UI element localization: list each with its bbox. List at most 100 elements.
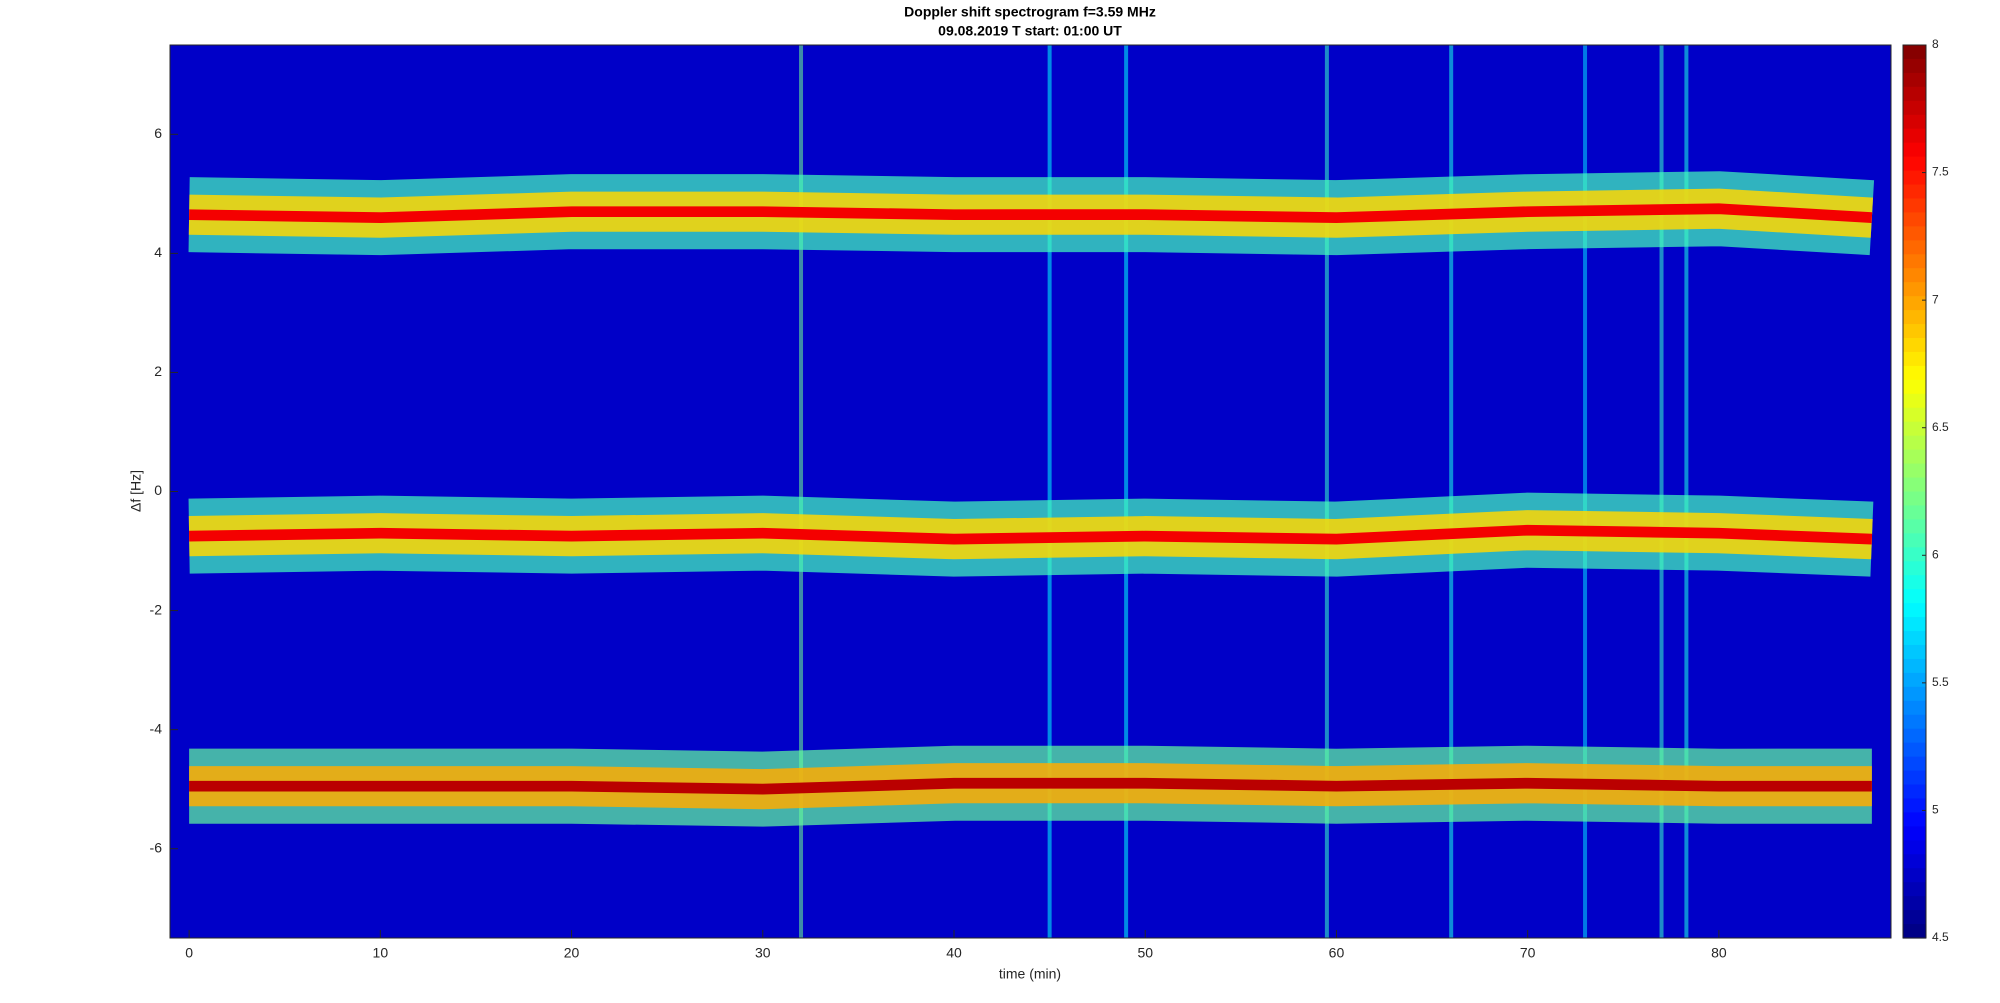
colorbar-tick-label: 6.5: [1932, 420, 1949, 434]
colorbar-segment: [1903, 449, 1926, 465]
chart-title: Doppler shift spectrogram f=3.59 MHz: [904, 4, 1156, 20]
colorbar-segment: [1903, 324, 1926, 339]
colorbar-segment: [1903, 198, 1926, 214]
colorbar-segment: [1903, 882, 1926, 897]
chart-subtitle: 09.08.2019 T start: 01:00 UT: [938, 23, 1122, 39]
colorbar-tick-label: 6: [1932, 547, 1939, 561]
x-tick-label: 60: [1329, 945, 1345, 961]
colorbar-segment: [1903, 142, 1926, 158]
colorbar-segment: [1903, 100, 1926, 116]
colorbar-segment: [1903, 128, 1926, 144]
y-tick-label: 6: [154, 125, 162, 141]
colorbar-segment: [1903, 617, 1926, 632]
y-tick-label: -2: [150, 601, 163, 617]
y-tick-label: 0: [154, 482, 162, 498]
colorbar-segment: [1903, 756, 1926, 772]
colorbar-segment: [1903, 338, 1926, 353]
colorbar-segment: [1903, 58, 1926, 74]
colorbar-segment: [1903, 212, 1926, 227]
colorbar-segment: [1903, 393, 1926, 409]
trace: [189, 203, 1873, 224]
colorbar-segment: [1903, 407, 1926, 423]
colorbar-segment: [1903, 505, 1926, 521]
colorbar-segment: [1903, 840, 1926, 855]
colorbar-segment: [1903, 686, 1926, 702]
streak: [1047, 45, 1052, 938]
colorbar-segment: [1903, 463, 1926, 479]
colorbar-segment: [1903, 812, 1926, 827]
colorbar-segment: [1903, 268, 1926, 283]
colorbar-tick-label: 5.5: [1932, 675, 1949, 689]
y-tick-label: 2: [154, 363, 162, 379]
colorbar-segment: [1903, 254, 1926, 269]
colorbar-segment: [1903, 896, 1926, 911]
colorbar-segment: [1903, 72, 1926, 88]
x-axis-label: time (min): [999, 966, 1061, 982]
colorbar-segment: [1903, 784, 1926, 800]
x-tick-label: 40: [946, 945, 962, 961]
streak: [1659, 45, 1664, 938]
colorbar-segment: [1903, 575, 1926, 590]
colorbar-segment: [1903, 589, 1926, 604]
colorbar-segment: [1903, 868, 1926, 883]
colorbar-segment: [1903, 658, 1926, 674]
colorbar-segment: [1903, 296, 1926, 311]
y-axis-label: Δf [Hz]: [128, 470, 144, 512]
colorbar-tick-label: 7.5: [1932, 165, 1949, 179]
colorbar-segment: [1903, 631, 1926, 646]
trace: [189, 777, 1872, 795]
colorbar-segment: [1903, 924, 1926, 939]
colorbar-segment: [1903, 533, 1926, 548]
colorbar-segment: [1903, 519, 1926, 534]
colorbar-segment: [1903, 798, 1926, 814]
colorbar-segment: [1903, 826, 1926, 841]
colorbar-segment: [1903, 282, 1926, 297]
x-tick-label: 80: [1711, 945, 1727, 961]
colorbar-segment: [1903, 379, 1926, 395]
x-tick-label: 20: [564, 945, 580, 961]
colorbar-segment: [1903, 365, 1926, 381]
colorbar-segment: [1903, 672, 1926, 688]
x-tick-label: 10: [373, 945, 389, 961]
streak: [799, 45, 804, 938]
colorbar-segment: [1903, 240, 1926, 255]
streak: [1449, 45, 1454, 938]
x-tick-label: 70: [1520, 945, 1536, 961]
streak: [1684, 45, 1689, 938]
colorbar-segment: [1903, 156, 1926, 172]
colorbar-segment: [1903, 714, 1926, 730]
streak: [1124, 45, 1129, 938]
trace: [189, 524, 1873, 545]
plot-area: [170, 45, 1891, 938]
colorbar-segment: [1903, 435, 1926, 451]
colorbar-segment: [1903, 226, 1926, 241]
colorbar-tick-label: 7: [1932, 292, 1939, 306]
x-tick-label: 0: [185, 945, 193, 961]
colorbar-segment: [1903, 644, 1926, 660]
y-tick-label: -6: [150, 839, 163, 855]
x-tick-label: 30: [755, 945, 771, 961]
colorbar-segment: [1903, 477, 1926, 493]
colorbar-frame: [1902, 44, 1927, 939]
colorbar-segment: [1903, 561, 1926, 576]
colorbar-segment: [1903, 491, 1926, 507]
colorbar-segment: [1903, 184, 1926, 200]
colorbar-segment: [1903, 310, 1926, 325]
colorbar-segment: [1903, 742, 1926, 758]
colorbar-segment: [1903, 603, 1926, 618]
colorbar-segment: [1903, 170, 1926, 186]
y-tick-label: 4: [154, 244, 162, 260]
colorbar-segment: [1903, 351, 1926, 367]
x-tick-label: 50: [1137, 945, 1153, 961]
colorbar-segment: [1903, 45, 1926, 60]
colorbar-segment: [1903, 547, 1926, 562]
colorbar-segment: [1903, 114, 1926, 130]
y-tick-label: -4: [150, 720, 163, 736]
colorbar-segment: [1903, 910, 1926, 925]
streak: [1324, 45, 1329, 938]
colorbar-tick-label: 5: [1932, 803, 1939, 817]
colorbar-segment: [1903, 700, 1926, 716]
streak: [1583, 45, 1588, 938]
